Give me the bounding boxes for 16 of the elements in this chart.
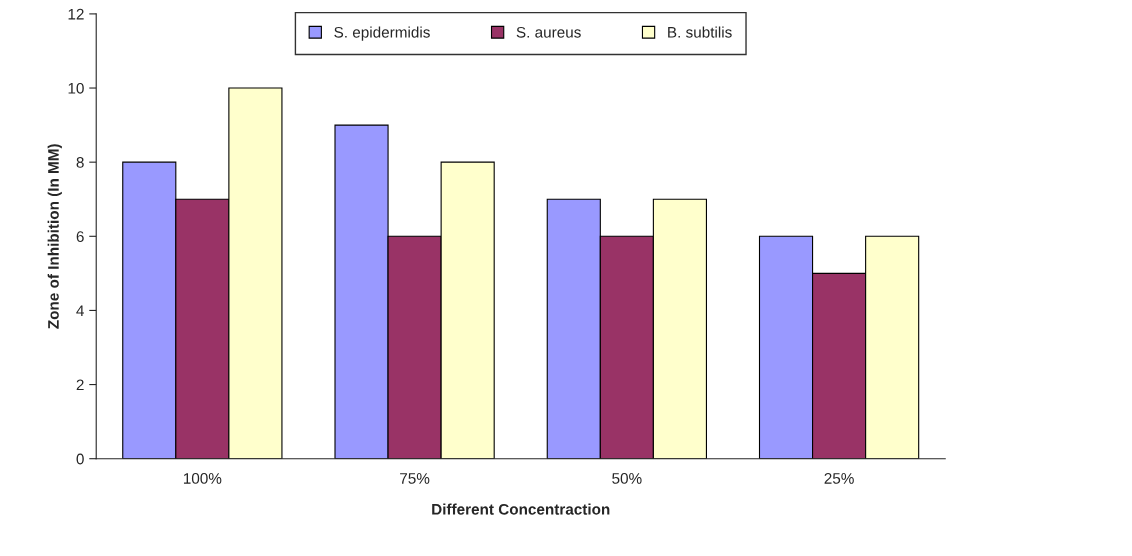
- x-axis-title: Different Concentraction: [432, 503, 610, 515]
- x-tick-label: 50%: [612, 472, 642, 484]
- y-tick-label: 12: [68, 8, 84, 20]
- y-tick-label: 0: [76, 453, 84, 465]
- x-tick-label: 25%: [824, 472, 854, 484]
- y-tick-label: 2: [76, 379, 84, 391]
- x-tick-label: 75%: [400, 473, 430, 484]
- legend-label: S. epidermidis: [334, 26, 430, 41]
- x-tick-label: 100%: [183, 472, 222, 484]
- y-tick-label: 10: [68, 82, 84, 94]
- y-axis-title: Zone of Inhibition (In MM): [47, 144, 62, 329]
- y-tick-label: 4: [76, 305, 84, 316]
- legend-label: B. subtilis: [668, 26, 732, 38]
- y-tick-label: 8: [76, 157, 84, 168]
- legend-label: S. aureus: [516, 26, 581, 38]
- y-tick-label: 6: [76, 231, 84, 242]
